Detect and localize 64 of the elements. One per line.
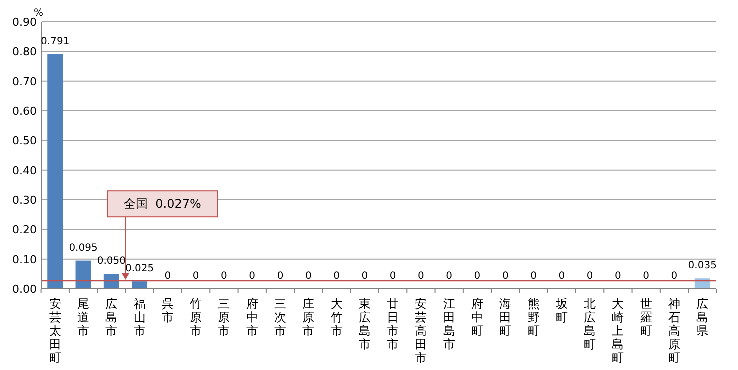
data-label: 0 [558, 271, 566, 282]
x-tick-label: 海田町 [500, 297, 512, 338]
y-axis-title: % [34, 8, 44, 19]
x-tick-label: 三次市 [274, 297, 287, 338]
y-tick-label: 0.60 [12, 105, 37, 118]
y-tick-label: 0.00 [12, 283, 37, 296]
y-tick-label: 0.10 [12, 253, 37, 266]
data-label: 0 [362, 271, 368, 282]
data-label: 0.095 [69, 242, 98, 254]
x-tick-label: 府中町 [471, 297, 484, 338]
y-tick-label: 0.50 [12, 134, 37, 148]
data-label: 0 [671, 271, 678, 282]
bar [76, 260, 92, 289]
x-tick-label: 福山市 [134, 297, 146, 338]
x-tick-label: 神石高原町 [668, 297, 680, 365]
x-tick-label: 熊野町 [528, 297, 540, 338]
data-label: 0 [249, 271, 256, 282]
x-tick-label: 東広島市 [358, 297, 371, 352]
x-tick-label: 世羅町 [640, 297, 652, 338]
data-label: 0 [164, 271, 172, 282]
data-label: 0 [277, 271, 284, 282]
x-tick-label: 尾道市 [78, 297, 90, 338]
data-label: 0.025 [125, 264, 154, 275]
x-tick-label: 廿日市市 [387, 297, 400, 352]
data-label: 0.791 [41, 36, 70, 48]
y-tick-label: 0.30 [12, 194, 37, 207]
y-tick-label: 0.70 [12, 75, 37, 88]
data-label: 0 [192, 271, 200, 282]
data-label: 0 [643, 271, 650, 282]
data-label: 0 [390, 271, 396, 282]
x-tick-label: 北広島町 [584, 297, 596, 352]
x-tick-label: 府中市 [246, 297, 258, 338]
ref-line-label: 全国 0.027% [124, 197, 202, 212]
y-tick-label: 0.40 [12, 164, 37, 178]
y-tick-label: 0.90 [12, 16, 37, 29]
x-tick-label: 三原市 [218, 297, 230, 338]
x-tick-label: 大竹市 [330, 297, 343, 338]
data-label: 0 [221, 271, 228, 282]
data-label: 0 [530, 271, 537, 282]
x-tick-label: 大崎上島町 [612, 297, 624, 365]
x-tick-label: 庄原市 [302, 297, 315, 338]
x-tick-label: 広島市 [106, 297, 118, 338]
data-label: 0.035 [688, 260, 717, 272]
data-label: 0 [502, 271, 509, 282]
data-label: 0.050 [97, 256, 126, 268]
x-tick-label: 安芸太田町 [49, 297, 62, 365]
data-label: 0 [334, 271, 340, 282]
data-label: 0 [586, 271, 594, 282]
y-tick-label: 0.80 [12, 46, 37, 59]
bar [104, 274, 120, 289]
data-label: 0 [418, 271, 424, 282]
x-tick-label: 広島県 [696, 297, 709, 338]
x-tick-label: 竹原市 [190, 297, 202, 338]
x-tick-label: 坂町 [554, 297, 568, 324]
y-tick-label: 0.20 [12, 224, 37, 237]
x-tick-label: 呉市 [162, 297, 174, 324]
bar [48, 54, 64, 289]
x-tick-label: 江田島市 [443, 297, 456, 352]
x-tick-label: 安芸高田市 [415, 297, 428, 365]
data-label: 0 [615, 271, 622, 282]
data-label: 0 [474, 271, 481, 282]
data-label: 0 [305, 271, 312, 282]
data-label: 0 [446, 271, 453, 282]
bar [132, 282, 148, 289]
